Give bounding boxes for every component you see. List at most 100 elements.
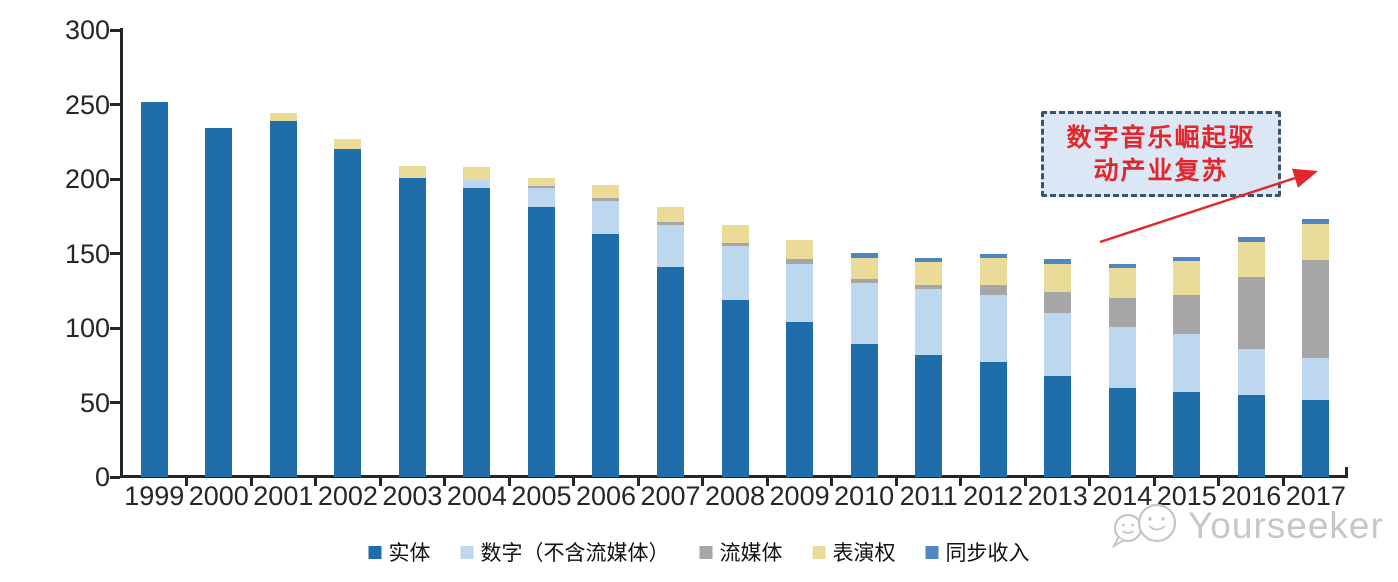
bar-segment	[1302, 223, 1330, 260]
x-tick-mark	[701, 478, 705, 486]
x-tick-label: 2006	[575, 481, 637, 511]
stacked-bar-2003	[398, 165, 426, 477]
bar-slot-2017	[1284, 30, 1349, 477]
x-tick-label: 2013	[1027, 481, 1088, 511]
legend-swatch	[812, 545, 826, 559]
bar-segment	[721, 299, 749, 477]
bar-segment	[979, 253, 1007, 259]
watermark-text: Yourseeker	[1188, 505, 1384, 546]
y-tick-label: 250	[64, 89, 110, 120]
y-tick-label: 200	[64, 164, 110, 194]
bar-segment	[657, 222, 685, 226]
bar-segment	[463, 167, 491, 181]
x-tick-mark	[894, 478, 898, 486]
bar-segment	[269, 113, 297, 121]
bar-segment	[398, 177, 426, 477]
y-tick-label: 50	[79, 387, 110, 418]
bar-segment	[850, 253, 878, 258]
bar-slot-2006	[574, 30, 639, 477]
stacked-bar-2010	[850, 253, 878, 477]
bar-segment	[398, 165, 426, 178]
bar-segment	[592, 234, 620, 477]
x-tick-label: 2017	[1285, 481, 1346, 511]
stacked-bar-2009	[786, 240, 814, 477]
bar-segment	[1173, 334, 1201, 393]
stacked-bar-2004	[463, 167, 491, 477]
legend-item: 流媒体	[699, 537, 783, 567]
bar-segment	[527, 177, 555, 187]
x-tick-mark	[636, 478, 640, 486]
stacked-bar-2005	[527, 177, 555, 477]
bar-segment	[1302, 399, 1330, 477]
bar-slot-2002	[316, 30, 381, 477]
bar-segment	[1108, 298, 1136, 327]
bar-segment	[850, 257, 878, 279]
bar-slot-2001	[251, 30, 316, 477]
bar-segment	[721, 246, 749, 300]
bar-segment	[1044, 375, 1072, 477]
x-axis-labels: 1999 2000 2001 2002 2003 2004 2005 2006 2007 2008…	[122, 481, 1348, 512]
x-axis-end-tick	[1345, 467, 1348, 475]
x-tick-label: 2002	[317, 481, 378, 511]
bar-segment	[979, 284, 1007, 296]
x-tick-mark	[1217, 478, 1221, 486]
annotation-callout: 数字音乐崛起驱 动产业复苏	[1041, 111, 1281, 197]
x-tick-label: 2007	[640, 481, 701, 511]
x-tick-mark	[249, 478, 253, 486]
bar-slot-2003	[380, 30, 445, 477]
bar-segment	[979, 362, 1007, 477]
bar-segment	[786, 259, 814, 264]
bar-segment	[205, 128, 233, 477]
bar-segment	[527, 187, 555, 208]
bar-segment	[979, 258, 1007, 285]
bar-segment	[786, 263, 814, 322]
bar-segment	[1044, 263, 1072, 293]
bar-segment	[850, 344, 878, 477]
x-tick-label: 2014	[1092, 481, 1153, 511]
x-tick-label: 2016	[1221, 481, 1282, 511]
x-tick-label: 2008	[705, 481, 766, 511]
bar-segment	[1108, 326, 1136, 388]
y-tick-mark	[110, 103, 120, 106]
bar-segment	[1237, 395, 1265, 477]
legend-label: 实体	[388, 541, 431, 565]
bar-slot-2010	[832, 30, 897, 477]
legend-item: 数字（不含流媒体）	[460, 537, 670, 567]
bar-segment	[915, 289, 943, 355]
stacked-bar-2016	[1237, 237, 1265, 477]
bar-segment	[1237, 348, 1265, 396]
bar-segment	[1173, 392, 1201, 477]
watermark: Yourseeker	[1104, 497, 1384, 555]
x-tick-label: 2015	[1156, 481, 1217, 511]
x-tick-mark	[443, 478, 447, 486]
legend-label: 同步收入	[945, 541, 1030, 565]
bar-segment	[786, 240, 814, 260]
bar-slot-2007	[638, 30, 703, 477]
stacked-bar-2012	[979, 253, 1007, 477]
x-tick-label: 2011	[899, 481, 958, 511]
legend: 实体 数字（不含流媒体） 流媒体 表演权 同步收入	[368, 537, 1030, 567]
bar-segment	[1302, 357, 1330, 400]
bar-segment	[463, 187, 491, 477]
legend-swatch	[925, 545, 939, 559]
stacked-bar-2015	[1173, 256, 1201, 477]
stacked-bar-2007	[657, 207, 685, 477]
legend-item: 实体	[368, 537, 431, 567]
bar-segment	[527, 207, 555, 477]
y-tick-label: 100	[64, 313, 110, 343]
bar-segment	[463, 180, 491, 188]
bar-slot-2009	[767, 30, 832, 477]
stacked-bar-2008	[721, 225, 749, 477]
y-tick-mark	[110, 401, 120, 404]
bar-segment	[592, 184, 620, 199]
x-tick-mark	[1088, 478, 1092, 486]
legend-swatch	[460, 545, 474, 559]
bar-segment	[1044, 313, 1072, 376]
bar-slot-2005	[509, 30, 574, 477]
bar-segment	[915, 354, 943, 477]
bar-segment	[592, 201, 620, 235]
bar-segment	[721, 225, 749, 244]
yourseeker-logo-icon	[1111, 503, 1177, 549]
x-tick-mark	[1282, 478, 1285, 486]
